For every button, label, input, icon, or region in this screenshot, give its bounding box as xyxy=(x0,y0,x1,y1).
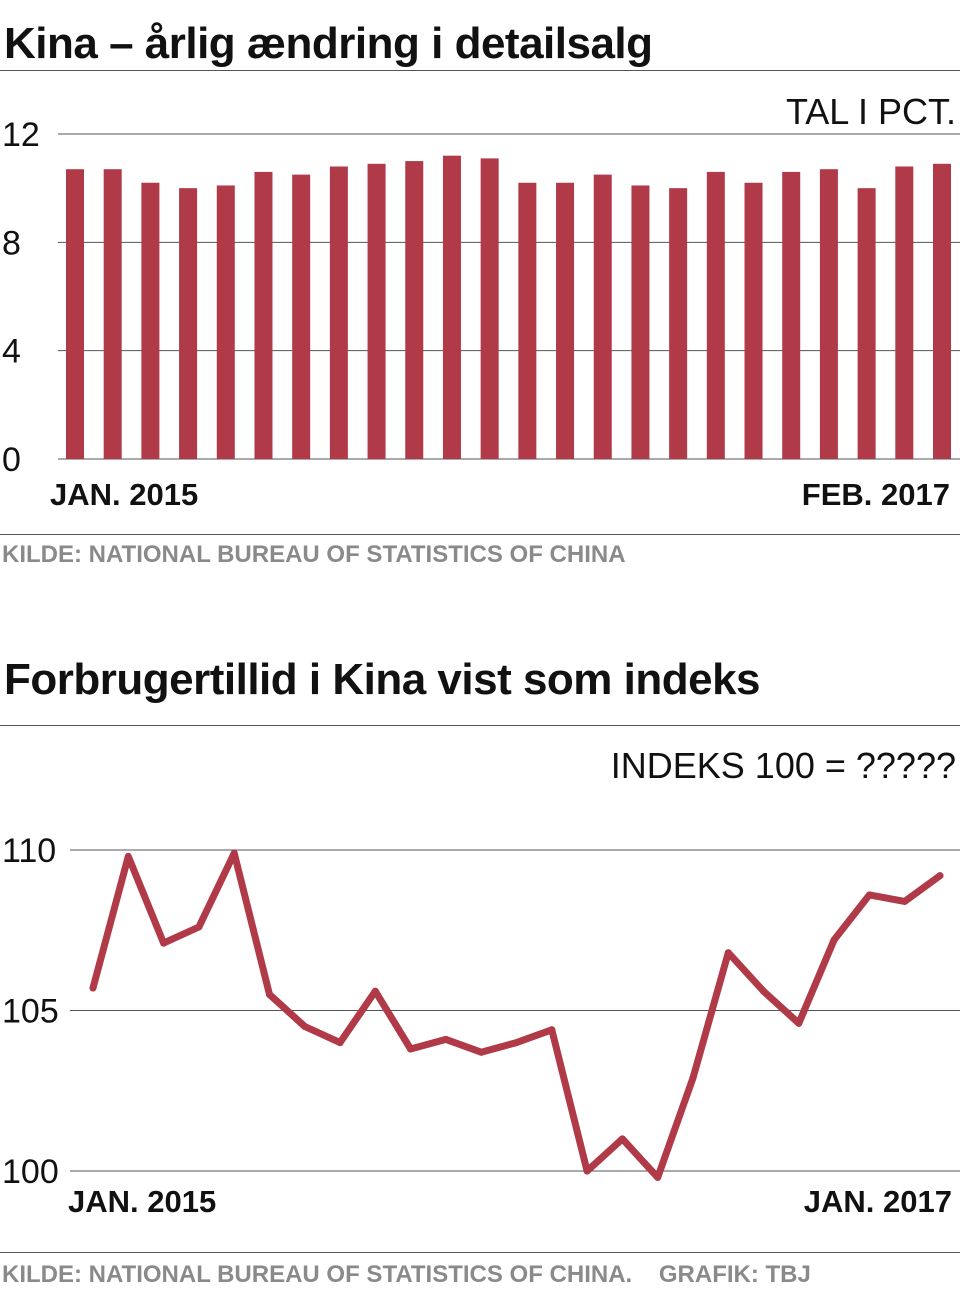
data-point xyxy=(124,852,132,860)
confidence-source-rule xyxy=(0,1252,960,1253)
data-point xyxy=(265,990,273,998)
retail-source-rule xyxy=(0,534,960,535)
confidence-source-note: KILDE: NATIONAL BUREAU OF STATISTICS OF … xyxy=(2,1261,811,1288)
data-point xyxy=(336,1039,344,1047)
bar xyxy=(141,182,160,459)
data-point xyxy=(513,1039,520,1047)
data-point xyxy=(301,1023,309,1031)
data-point xyxy=(901,897,909,905)
bar xyxy=(216,185,235,460)
y-tick-label: 0 xyxy=(2,441,21,479)
bar xyxy=(706,171,725,459)
bar xyxy=(329,166,348,459)
data-point xyxy=(477,1048,485,1056)
bar xyxy=(518,182,537,459)
bar xyxy=(179,188,198,459)
bar xyxy=(819,169,838,460)
bar xyxy=(593,174,612,459)
y-tick-label: 110 xyxy=(2,832,56,870)
data-point xyxy=(442,1035,450,1043)
data-point xyxy=(195,923,203,931)
data-point xyxy=(760,987,768,995)
data-point xyxy=(618,1135,626,1143)
data-point xyxy=(865,891,873,899)
bar xyxy=(442,155,461,459)
data-point xyxy=(583,1167,591,1175)
x-start-label: JAN. 2015 xyxy=(68,1184,216,1219)
data-point xyxy=(548,1026,556,1034)
retail-bar-chart: 0 4 8 12 JAN. 2015 FEB. 2017 xyxy=(2,116,960,512)
data-point xyxy=(724,949,732,957)
bar xyxy=(480,158,499,459)
bar xyxy=(103,169,122,460)
data-point xyxy=(160,939,168,947)
retail-title-rule xyxy=(0,70,960,71)
y-tick-label: 12 xyxy=(2,116,40,154)
bar xyxy=(857,188,876,459)
x-end-label: JAN. 2017 xyxy=(804,1184,952,1219)
data-point xyxy=(230,849,238,857)
bar xyxy=(669,188,688,459)
bar xyxy=(66,169,84,460)
x-start-label: JAN. 2015 xyxy=(50,477,198,512)
data-point xyxy=(407,1045,415,1053)
data-point xyxy=(689,1074,697,1082)
y-tick-label: 105 xyxy=(2,993,59,1031)
confidence-line-chart: 100 105 110 JAN. 2015 JAN. 2017 xyxy=(2,832,960,1219)
bar xyxy=(254,171,273,459)
y-tick-label: 4 xyxy=(2,333,21,371)
bar xyxy=(556,182,575,459)
confidence-title-rule xyxy=(0,725,960,726)
confidence-unit-label: INDEKS 100 = ????? xyxy=(610,745,956,786)
data-point xyxy=(936,872,944,880)
bar xyxy=(933,163,951,459)
bar xyxy=(631,185,650,460)
y-tick-label: 8 xyxy=(2,224,21,262)
data-point xyxy=(830,936,838,944)
data-point xyxy=(654,1173,662,1181)
confidence-chart-title: Forbrugertillid i Kina vist som indeks xyxy=(4,655,761,704)
bar xyxy=(367,163,386,459)
retail-unit-label: TAL I PCT. xyxy=(785,91,956,132)
bar xyxy=(895,166,914,459)
bar xyxy=(292,174,311,459)
retail-chart-title: Kina – årlig ændring i detailsalg xyxy=(4,19,653,68)
data-point xyxy=(795,1019,803,1027)
retail-source-note: KILDE: NATIONAL BUREAU OF STATISTICS OF … xyxy=(2,541,626,568)
bar xyxy=(405,161,424,460)
data-point xyxy=(89,984,97,992)
bar xyxy=(744,182,763,459)
series-line xyxy=(89,849,944,1181)
data-point xyxy=(371,987,379,995)
x-end-label: FEB. 2017 xyxy=(802,477,950,512)
bar xyxy=(782,171,801,459)
y-tick-label: 100 xyxy=(2,1153,59,1191)
